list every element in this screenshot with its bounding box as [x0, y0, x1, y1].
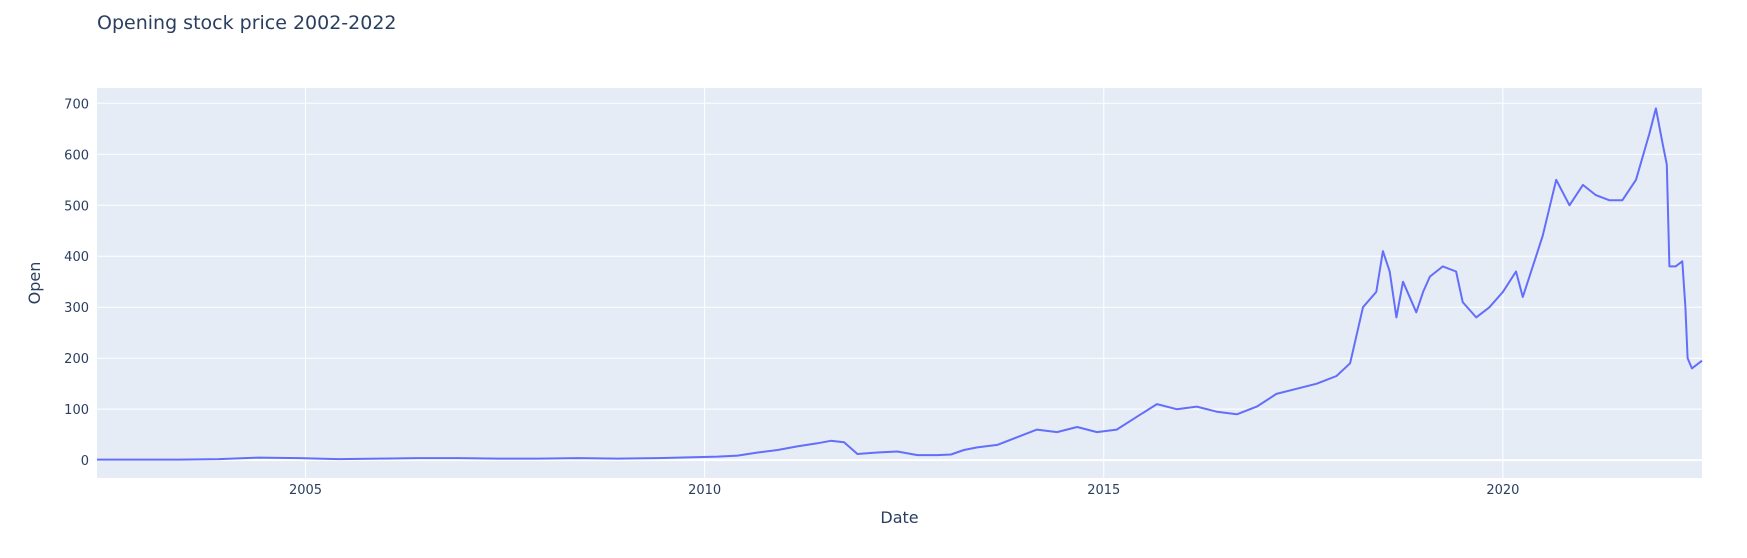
chart-title: Opening stock price 2002-2022 — [97, 12, 397, 34]
y-tick-label: 600 — [64, 148, 89, 163]
plot-area — [97, 88, 1702, 478]
x-tick-label: 2015 — [1087, 483, 1120, 498]
x-tick-label: 2005 — [289, 483, 322, 498]
series-line — [97, 107, 1703, 461]
x-axis-title: Date — [880, 508, 918, 527]
tick-labels: 0 100 200 300 400 500 600 700 2005 2010 2015 2020 — [64, 97, 1519, 498]
y-tick-label: 400 — [64, 250, 89, 265]
y-axis-title: Open — [25, 262, 44, 305]
y-tick-label: 300 — [64, 301, 89, 316]
y-tick-label: 0 — [81, 454, 89, 469]
grid-lines — [97, 88, 1702, 478]
x-tick-label: 2010 — [688, 483, 721, 498]
y-tick-label: 700 — [64, 97, 89, 112]
y-tick-label: 500 — [64, 199, 89, 214]
y-tick-label: 100 — [64, 403, 89, 418]
y-tick-label: 200 — [64, 352, 89, 367]
series-layer — [97, 107, 1703, 461]
x-tick-label: 2020 — [1486, 483, 1519, 498]
